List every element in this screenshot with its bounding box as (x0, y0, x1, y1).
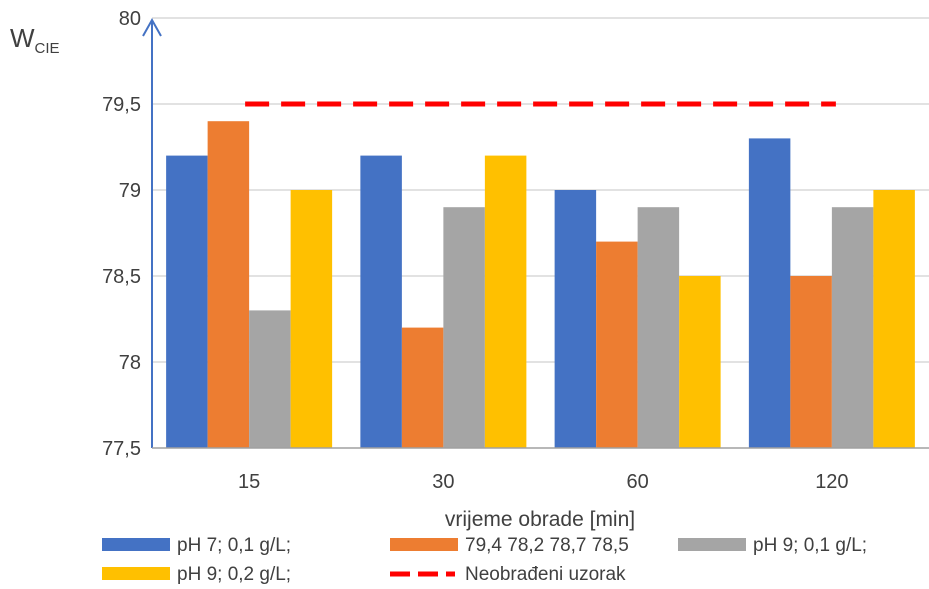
bar-series-1-cat-120 (748, 138, 791, 448)
bar-series-3-cat-60 (637, 207, 680, 448)
y-tick-label: 78 (119, 352, 141, 374)
bar-series-1-cat-60 (554, 190, 597, 448)
y-tick-label: 80 (119, 8, 141, 30)
bar-series-3-cat-30 (443, 207, 485, 448)
legend: pH 7; 0,1 g/L; 79,4 78,2 78,7 78,5 pH 9; 0… (102, 535, 867, 585)
x-tick-labels: 15 30 60 120 (238, 471, 849, 493)
x-tick-label: 30 (432, 471, 454, 493)
bar-series-3-cat-15 (249, 310, 291, 448)
x-tick-label: 15 (238, 471, 260, 493)
bar-series-1-cat-15 (166, 155, 208, 448)
bar-series-4-cat-60 (679, 276, 721, 448)
bar-series-2-cat-30 (401, 327, 444, 448)
bar-series-2-cat-15 (207, 121, 250, 448)
y-tick-label: 79,5 (102, 94, 141, 116)
y-axis-title: WCIE (10, 23, 60, 57)
legend-label: 79,4 78,2 78,7 78,5 (465, 535, 629, 556)
legend-label-reference: Neobrađeni uzorak (465, 564, 626, 585)
legend-label: pH 9; 0,1 g/L; (753, 535, 867, 556)
bar-series-3-cat-120 (831, 207, 874, 448)
y-tick-label: 79 (119, 180, 141, 202)
axes (142, 17, 929, 449)
y-axis-arrow (142, 17, 162, 37)
bar-series-4-cat-120 (873, 190, 915, 448)
bar-series-4-cat-15 (290, 190, 333, 448)
bars (166, 121, 915, 448)
legend-swatch (102, 538, 170, 551)
x-axis-title: vrijeme obrade [min] (445, 508, 635, 531)
legend-swatch (678, 538, 746, 551)
bar-series-2-cat-120 (790, 276, 832, 448)
x-tick-label: 120 (815, 471, 848, 493)
y-tick-label: 78,5 (102, 266, 141, 288)
legend-label: pH 9; 0,2 g/L; (177, 564, 291, 585)
legend-swatch (102, 567, 170, 580)
bar-series-4-cat-30 (484, 155, 527, 448)
x-tick-label: 60 (627, 471, 649, 493)
y-axis-title-subscript: CIE (35, 40, 60, 57)
y-tick-labels: 77,5 78 78,5 79 79,5 80 (102, 8, 141, 460)
bar-series-1-cat-30 (360, 155, 402, 448)
bar-series-2-cat-60 (596, 241, 638, 448)
legend-label: pH 7; 0,1 g/L; (177, 535, 291, 556)
y-axis-title-main: W (10, 23, 35, 53)
legend-swatch (390, 538, 458, 551)
y-tick-label: 77,5 (102, 438, 141, 460)
